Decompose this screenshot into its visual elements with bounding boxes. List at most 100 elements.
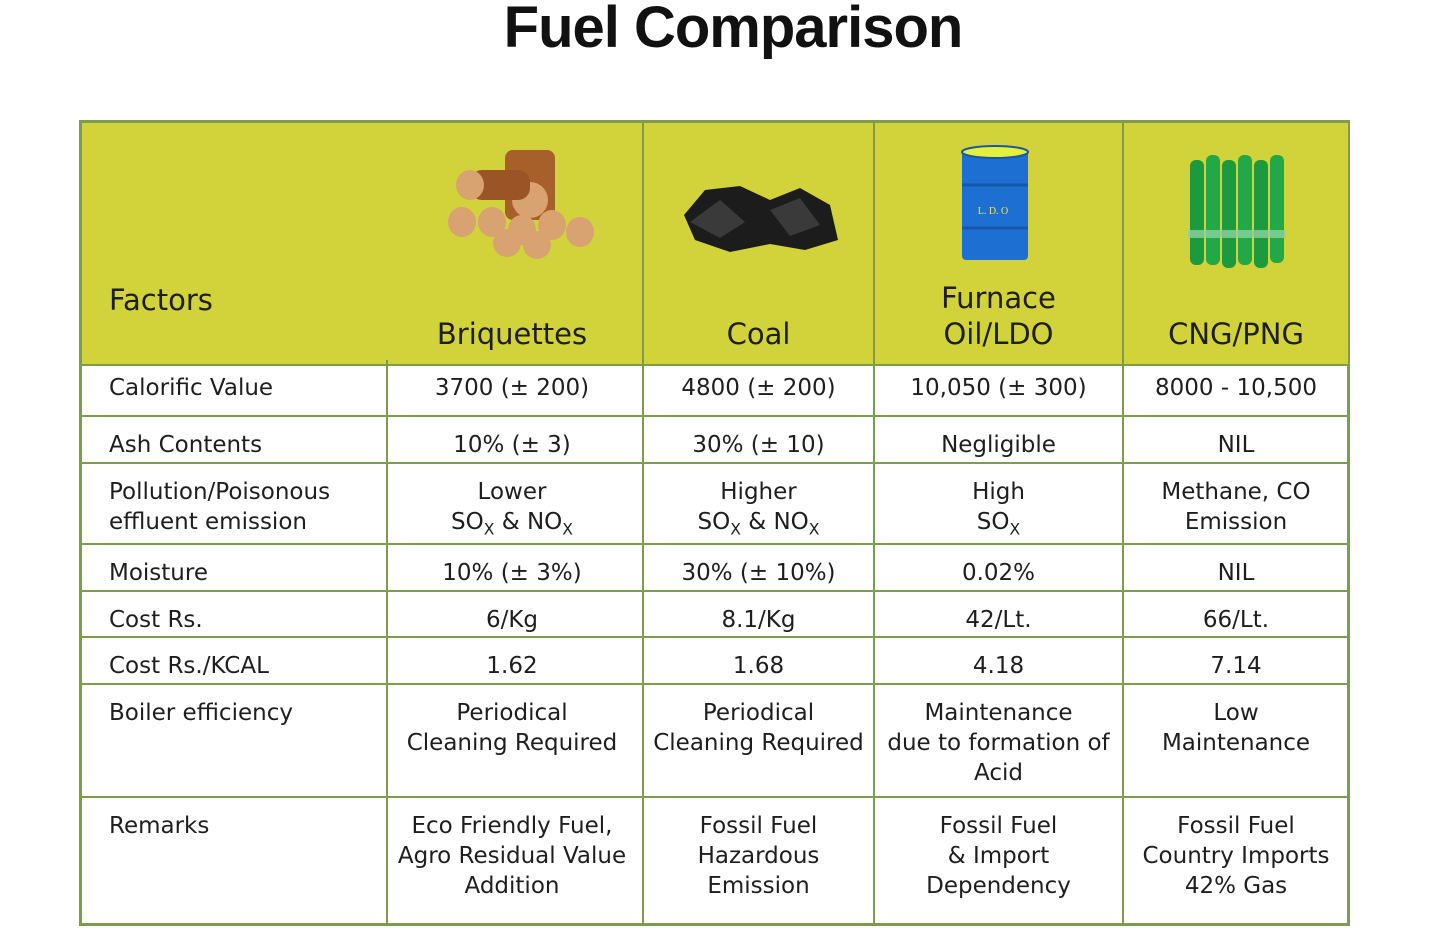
- cell-line: Oil/LDO: [943, 317, 1054, 351]
- cell-line: Boiler efficiency: [109, 700, 293, 726]
- cell-line: 30% (± 10%): [681, 560, 836, 586]
- cell-line: 4.18: [972, 653, 1025, 679]
- cell-line: Dependency: [926, 873, 1071, 899]
- cell-line: NIL: [1217, 432, 1255, 458]
- cell-line: Ash Contents: [109, 432, 263, 458]
- cell-line: Pollution/Poisonous: [109, 479, 331, 505]
- text-segment: & NO: [494, 509, 563, 535]
- header-cell: Coal: [644, 123, 875, 366]
- text-segment: SO: [976, 509, 1010, 535]
- cell-line: Emission: [707, 873, 810, 899]
- table-cell: 0.02%: [875, 545, 1124, 592]
- cell-line: Remarks: [109, 813, 210, 839]
- cell-line: NIL: [1217, 560, 1255, 586]
- cell-line: 1.68: [732, 653, 785, 679]
- cell-line: Low: [1213, 700, 1259, 726]
- table-cell: Moisture: [82, 545, 388, 592]
- cell-line: Negligible: [941, 432, 1056, 458]
- cell-line: Fossil Fuel: [699, 813, 818, 839]
- svg-text:L. D. O: L. D. O: [978, 206, 1009, 217]
- table-cell: 10% (± 3%): [382, 545, 644, 592]
- table-cell: 66/Lt.: [1124, 592, 1350, 638]
- cell-line: 6/Kg: [485, 607, 539, 633]
- cell-line: Lower: [477, 479, 547, 505]
- subscript: X: [730, 519, 741, 539]
- text-segment: & NO: [740, 509, 809, 535]
- cell-line: 66/Lt.: [1202, 607, 1270, 633]
- table-cell: 30% (± 10%): [644, 545, 875, 592]
- table-cell: Fossil Fuel Hazardous Emission: [644, 798, 875, 926]
- table-cell: Methane, CO Emission: [1124, 464, 1350, 545]
- cell-line: Furnace: [941, 281, 1056, 315]
- table-cell: Fossil Fuel Country Imports 42% Gas: [1124, 798, 1350, 926]
- cell-line: Periodical: [702, 700, 815, 726]
- cell-line: SOX: [977, 507, 1020, 544]
- cell-line: Calorific Value: [109, 375, 274, 401]
- subscript: X: [483, 519, 495, 539]
- table-cell: 4.18: [875, 638, 1124, 685]
- text-segment: SO: [697, 509, 731, 535]
- cylinders-icon: [1188, 155, 1286, 268]
- cell-line: Hazardous: [697, 843, 820, 869]
- table-cell: 6/Kg: [382, 592, 644, 638]
- cell-line: CNG/PNG: [1168, 317, 1304, 351]
- table-cell: 8.1/Kg: [644, 592, 875, 638]
- cell-line: Periodical: [456, 700, 568, 726]
- cell-line: 8.1/Kg: [721, 607, 796, 633]
- cell-line: 42/Lt.: [965, 607, 1032, 633]
- cell-line: 42% Gas: [1184, 873, 1288, 899]
- cell-line: 8000 - 10,500: [1155, 375, 1317, 401]
- cell-line: Country Imports: [1142, 843, 1330, 869]
- table-cell: Fossil Fuel & Import Dependency: [875, 798, 1124, 926]
- text-segment: SO: [450, 509, 484, 535]
- table-cell: Remarks: [82, 798, 388, 926]
- cell-line: Cost Rs.: [109, 607, 203, 633]
- table-cell: 7.14: [1124, 638, 1350, 685]
- table-cell: Periodical Cleaning Required: [382, 685, 644, 798]
- table-cell: Maintenance due to formation of Acid: [875, 685, 1124, 798]
- cell-line: Maintenance: [924, 700, 1073, 726]
- cell-line: Cleaning Required: [653, 730, 864, 756]
- table-cell: NIL: [1124, 417, 1350, 464]
- subscript: X: [808, 519, 820, 539]
- cell-line: Cost Rs./KCAL: [109, 653, 269, 679]
- briquettes-icon: [448, 150, 594, 259]
- cell-line: Maintenance: [1161, 730, 1311, 756]
- coal-icon: [684, 186, 838, 252]
- cell-line: Acid: [974, 760, 1023, 786]
- table-cell: Boiler efficiency: [82, 685, 388, 798]
- table-cell: 30% (± 10): [644, 417, 875, 464]
- table-cell: 10,050 (± 300): [875, 360, 1124, 417]
- table-cell: 8000 - 10,500: [1124, 360, 1350, 417]
- table-cell: Cost Rs.: [82, 592, 388, 638]
- table-cell: 1.68: [644, 638, 875, 685]
- table-cell: 10% (± 3): [382, 417, 644, 464]
- cell-line: 0.02%: [961, 560, 1036, 586]
- table-cell: Pollution/Poisonous effluent emission: [82, 464, 388, 545]
- cell-line: Coal: [726, 317, 791, 351]
- table-cell: Eco Friendly Fuel, Agro Residual Value Add…: [382, 798, 644, 926]
- cell-line: effluent emission: [109, 509, 307, 535]
- cell-line: SOX & NOX: [697, 507, 819, 544]
- header-cell: Factors: [82, 123, 388, 366]
- cell-line: Moisture: [109, 560, 208, 586]
- cell-line: Addition: [464, 873, 560, 899]
- cell-line: Eco Friendly Fuel,: [411, 813, 613, 839]
- table-cell: 1.62: [382, 638, 644, 685]
- cell-line: Methane, CO: [1161, 479, 1311, 505]
- table-cell: Low Maintenance: [1124, 685, 1350, 798]
- table-cell: Calorific Value: [82, 360, 388, 417]
- cell-line: Emission: [1184, 509, 1288, 535]
- cell-line: 1.62: [486, 653, 538, 679]
- header-cell: CNG/PNG: [1124, 123, 1350, 366]
- page-title: Fuel Comparison: [503, 0, 964, 60]
- cell-line: 10% (± 3%): [442, 560, 582, 586]
- table-cell: Lower SOX & NOX: [382, 464, 644, 545]
- cell-line: Cleaning Required: [406, 730, 618, 756]
- cell-line: Higher: [720, 479, 797, 505]
- table-cell: NIL: [1124, 545, 1350, 592]
- table-cell: Higher SOX & NOX: [644, 464, 875, 545]
- table-cell: Cost Rs./KCAL: [82, 638, 388, 685]
- cell-line: Fossil Fuel: [939, 813, 1058, 839]
